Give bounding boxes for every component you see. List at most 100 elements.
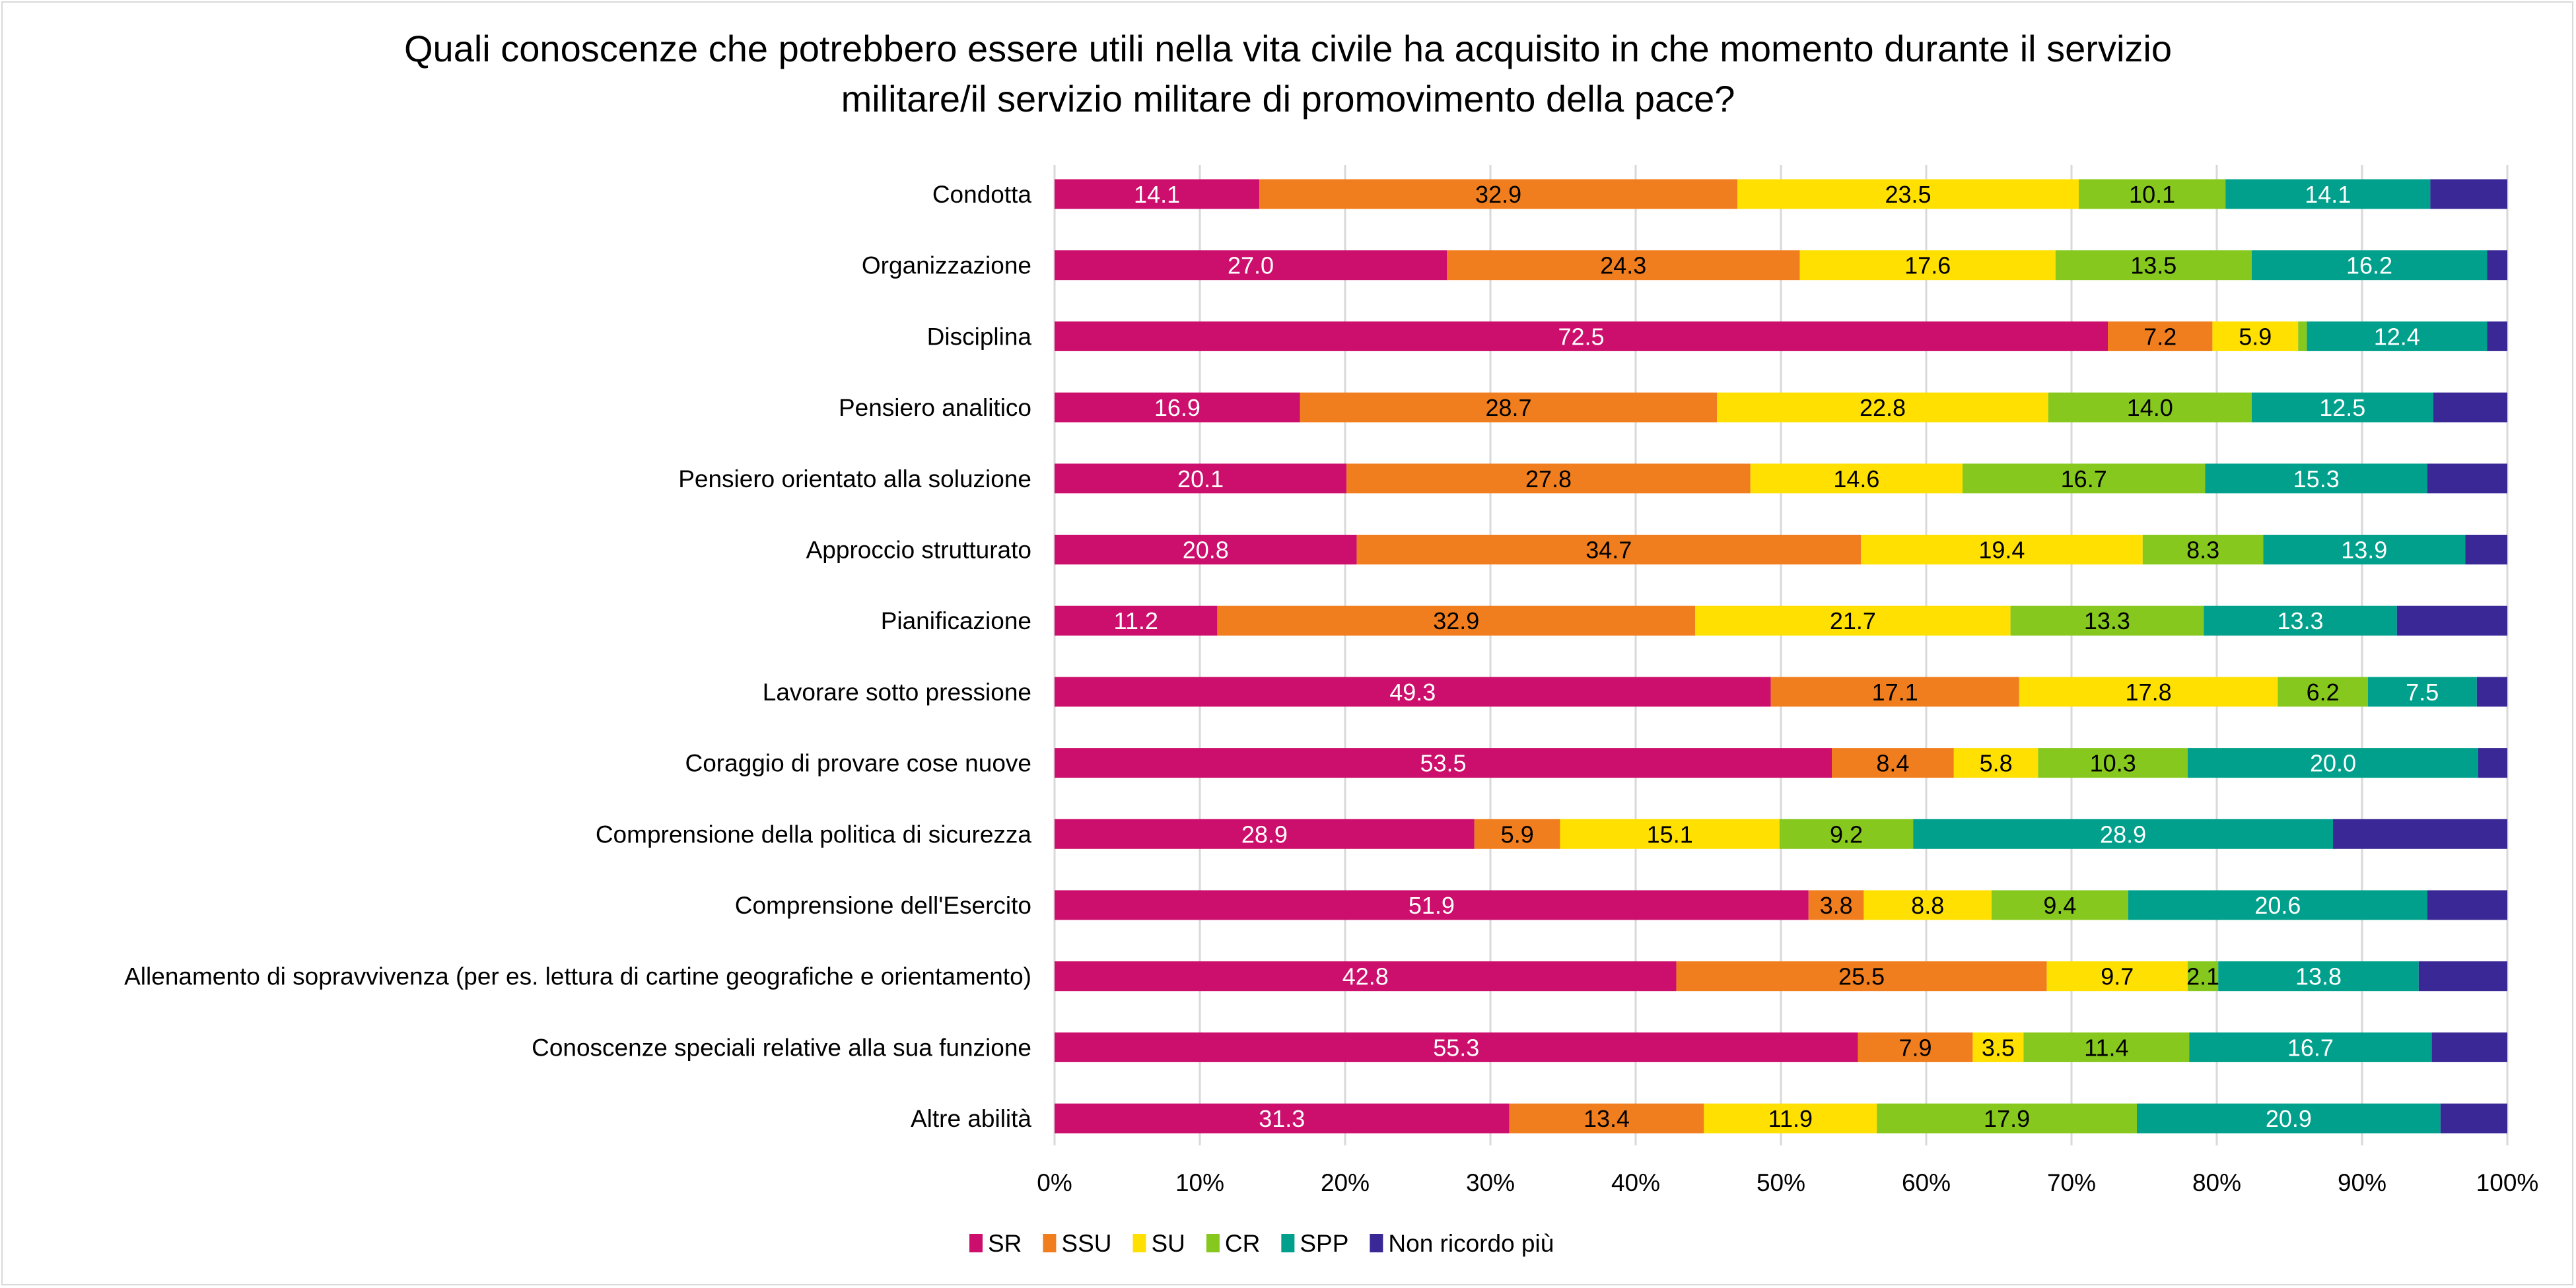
data-label: 14.1 [1134, 181, 1180, 208]
data-label: 15.1 [1647, 821, 1693, 848]
legend-label: CR [1225, 1230, 1260, 1257]
bar-segment-su [1972, 1032, 2024, 1062]
data-label: 16.9 [1154, 394, 1201, 421]
legend-label: SSU [1061, 1230, 1111, 1257]
data-label: 13.3 [2277, 607, 2323, 634]
bar-segment-su [1717, 392, 2048, 423]
x-tick-label: 100% [2476, 1169, 2539, 1196]
bar-segment-spp [2225, 179, 2431, 209]
data-label: 13.5 [2130, 252, 2176, 279]
data-label: 20.9 [2266, 1105, 2312, 1132]
data-label: 16.7 [2287, 1034, 2334, 1061]
legend-label: SPP [1300, 1230, 1348, 1257]
bar-segment-non-ricordo-pi- [2476, 677, 2507, 707]
bar-segment-cr [2038, 748, 2188, 778]
data-label: 8.3 [2186, 537, 2219, 564]
category-label: Comprensione della politica di sicurezza [596, 821, 1032, 848]
legend-swatch-non-ricordo-pi- [1370, 1234, 1383, 1252]
x-tick-label: 30% [1466, 1169, 1515, 1196]
bar-segment-su [1953, 748, 2038, 778]
data-label: 12.4 [2374, 323, 2420, 350]
data-label: 20.8 [1183, 537, 1229, 564]
bar-segment-su [1750, 463, 1963, 494]
bar-segment-sr [1055, 890, 1809, 920]
legend-swatch-ssu [1043, 1234, 1057, 1252]
bar-segment-su [2212, 321, 2299, 351]
bar-segment-non-ricordo-pi- [2427, 890, 2507, 920]
data-label: 11.4 [2084, 1034, 2128, 1061]
data-label: 72.5 [1558, 323, 1604, 350]
data-label: 53.5 [1420, 750, 1466, 777]
bar-segment-spp [2205, 463, 2427, 494]
bar-segment-su [2019, 677, 2278, 707]
bar-segment-sr [1055, 819, 1475, 849]
bar-segment-ssu [1858, 1032, 1973, 1062]
bar-segment-non-ricordo-pi- [2478, 748, 2507, 778]
data-label: 13.3 [2084, 607, 2130, 634]
bar-segment-ssu [1770, 677, 2019, 707]
data-label: 22.8 [1860, 394, 1906, 421]
data-label: 16.7 [2061, 465, 2107, 492]
data-label: 17.9 [1984, 1105, 2030, 1132]
bar-segment-cr [2142, 535, 2264, 564]
bar-segment-sr [1055, 1103, 1510, 1134]
bar-segment-su [2046, 961, 2188, 992]
data-label: 20.6 [2254, 892, 2301, 919]
bar-segment-ssu [1300, 392, 1718, 423]
data-label: 9.7 [2101, 963, 2134, 990]
bar-segment-ssu [1832, 748, 1954, 778]
data-label: 28.9 [1241, 821, 1288, 848]
data-label: 11.2 [1113, 607, 1158, 634]
bar-segment-spp [2263, 535, 2466, 564]
bar-segment-sr [1055, 605, 1218, 636]
x-tick-label: 0% [1037, 1169, 1072, 1196]
category-label: Approccio strutturato [806, 537, 1031, 564]
x-tick-label: 50% [1757, 1169, 1805, 1196]
data-label: 7.2 [2143, 323, 2176, 350]
data-label: 23.5 [1885, 181, 1931, 208]
category-label: Coraggio di provare cose nuove [685, 750, 1032, 777]
bar-segment-non-ricordo-pi- [2430, 179, 2507, 209]
data-label: 14.6 [1833, 465, 1879, 492]
bar-segment-ssu [1259, 179, 1737, 209]
chart-title: Quali conoscenze che potrebbero essere u… [0, 24, 2576, 124]
data-label: 2.1 [2186, 963, 2219, 990]
bar-segment-cr [1779, 819, 1914, 849]
data-label: 13.9 [2341, 537, 2387, 564]
bar-segment-cr [2188, 961, 2219, 992]
data-label: 20.0 [2310, 750, 2356, 777]
data-label: 55.3 [1433, 1034, 1479, 1061]
bar-segment-sr [1055, 463, 1347, 494]
bar-segment-su [1704, 1103, 1877, 1134]
data-label: 7.5 [2406, 679, 2439, 706]
bar-segment-sr [1055, 179, 1260, 209]
data-label: 9.2 [1830, 821, 1863, 848]
bar-segment-non-ricordo-pi- [2333, 819, 2507, 849]
data-label: 12.5 [2319, 394, 2365, 421]
data-label: 13.8 [2295, 963, 2342, 990]
bar-segment-ssu [1509, 1103, 1704, 1134]
data-label: 8.8 [1911, 892, 1944, 919]
data-label: 24.3 [1600, 252, 1646, 279]
bar-segment-non-ricordo-pi- [2440, 1103, 2507, 1134]
data-label: 21.7 [1830, 607, 1876, 634]
data-label: 31.3 [1259, 1105, 1305, 1132]
bar-segment-cr [2298, 321, 2307, 351]
bar-segment-cr [2048, 392, 2252, 423]
data-label: 49.3 [1389, 679, 1436, 706]
data-label: 17.6 [1904, 252, 1951, 279]
bar-segment-spp [2188, 748, 2478, 778]
bar-segment-cr [2055, 250, 2252, 281]
category-label: Lavorare sotto pressione [763, 679, 1031, 706]
data-label: 6.2 [2307, 679, 2340, 706]
legend-label: Non ricordo più [1388, 1230, 1554, 1257]
bar-segment-non-ricordo-pi- [2431, 1032, 2507, 1062]
data-label: 34.7 [1585, 537, 1632, 564]
bar-segment-cr [1963, 463, 2206, 494]
category-label: Organizzazione [862, 252, 1031, 279]
legend-swatch-su [1132, 1234, 1146, 1252]
category-label: Pensiero orientato alla soluzione [678, 465, 1031, 492]
bar-segment-spp [2218, 961, 2419, 992]
data-label: 10.3 [2090, 750, 2136, 777]
